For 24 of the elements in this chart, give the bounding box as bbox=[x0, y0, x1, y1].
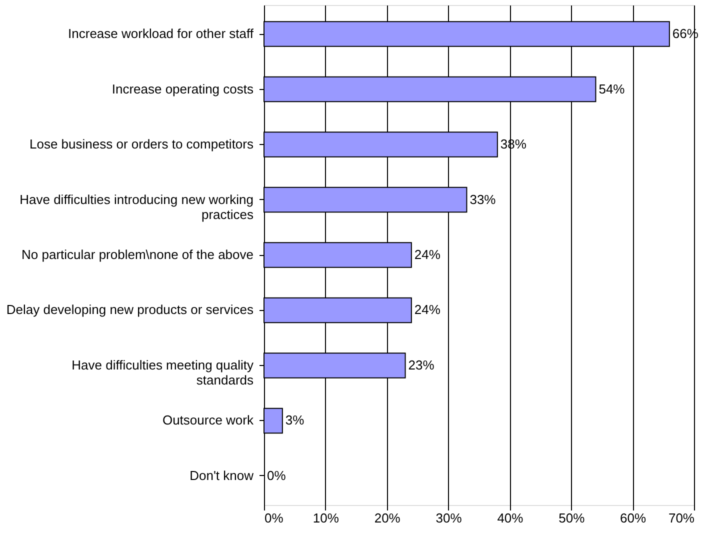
x-tick-label: 0% bbox=[264, 510, 284, 526]
y-tick-label: Increase workload for other staff bbox=[68, 26, 254, 42]
y-tick-label: Have difficulties introducing new working practices bbox=[20, 192, 254, 222]
y-tick-label: Delay developing new products or services bbox=[6, 302, 254, 318]
data-label: 33% bbox=[470, 192, 496, 207]
y-tick-label: Increase operating costs bbox=[112, 81, 254, 96]
y-tick-label: Don't know bbox=[190, 468, 254, 483]
x-tick-label: 10% bbox=[312, 510, 340, 526]
data-label: 54% bbox=[598, 81, 626, 96]
data-label: 0% bbox=[267, 468, 286, 483]
y-tick-label: Have difficulties meeting quality standards bbox=[72, 357, 254, 388]
data-label: 23% bbox=[408, 357, 435, 372]
x-tick-label: 20% bbox=[374, 510, 401, 526]
y-tick-label: Outsource work bbox=[162, 412, 254, 428]
x-tick-label: 30% bbox=[436, 510, 462, 526]
y-tick-label: No particular problem\none of the above bbox=[22, 247, 254, 262]
data-label: 24% bbox=[414, 247, 441, 262]
y-tick-label: Lose business or orders to competitors bbox=[30, 136, 254, 152]
data-label: 3% bbox=[285, 412, 305, 428]
x-tick-label: 50% bbox=[558, 510, 586, 526]
x-tick-label: 40% bbox=[497, 510, 524, 526]
x-tick-label: 60% bbox=[620, 510, 647, 526]
data-label: 24% bbox=[414, 302, 441, 318]
x-tick-label: 70% bbox=[668, 510, 695, 526]
